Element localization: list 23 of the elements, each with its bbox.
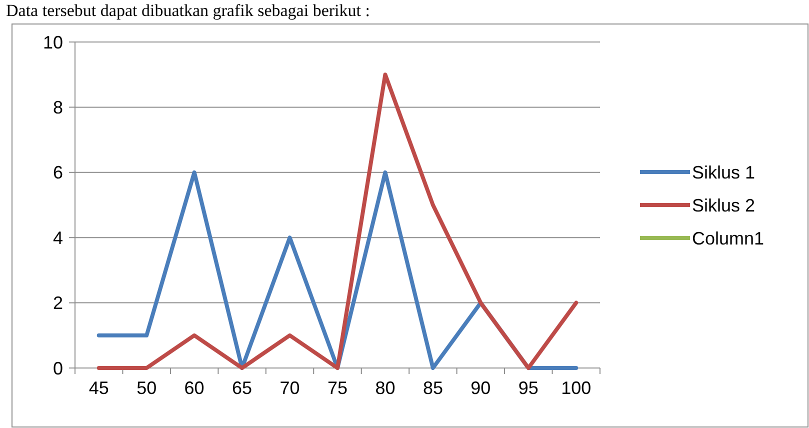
x-tick-label: 70 [280, 378, 300, 398]
legend-label: Column1 [692, 228, 764, 248]
legend-label: Siklus 1 [692, 162, 756, 182]
x-tick-label: 60 [184, 378, 204, 398]
x-tick-label: 45 [88, 378, 109, 398]
y-tick-label: 2 [52, 293, 63, 314]
text: Data tersebut dapat dibuatkan grafik sebagai berikut : [6, 1, 370, 20]
line-series [96, 72, 578, 370]
line-series [96, 170, 578, 370]
x-tick-label: 85 [422, 378, 443, 398]
x-tick-label: 100 [561, 378, 592, 398]
y-tick-label: 4 [52, 228, 63, 248]
x-tick-label: 90 [470, 378, 491, 398]
x-tick-label: 65 [232, 378, 252, 398]
x-tick-label: 80 [375, 378, 396, 398]
y-tick-label: 6 [52, 162, 63, 183]
x-tick-label: 75 [327, 378, 348, 398]
legend-label: Siklus 2 [692, 195, 756, 216]
x-tick-label: 50 [136, 378, 157, 398]
y-tick-label: 0 [52, 358, 63, 378]
x-tick-label: 95 [518, 378, 538, 398]
y-tick-label: 10 [42, 32, 63, 52]
y-tick-label: 8 [52, 98, 63, 118]
